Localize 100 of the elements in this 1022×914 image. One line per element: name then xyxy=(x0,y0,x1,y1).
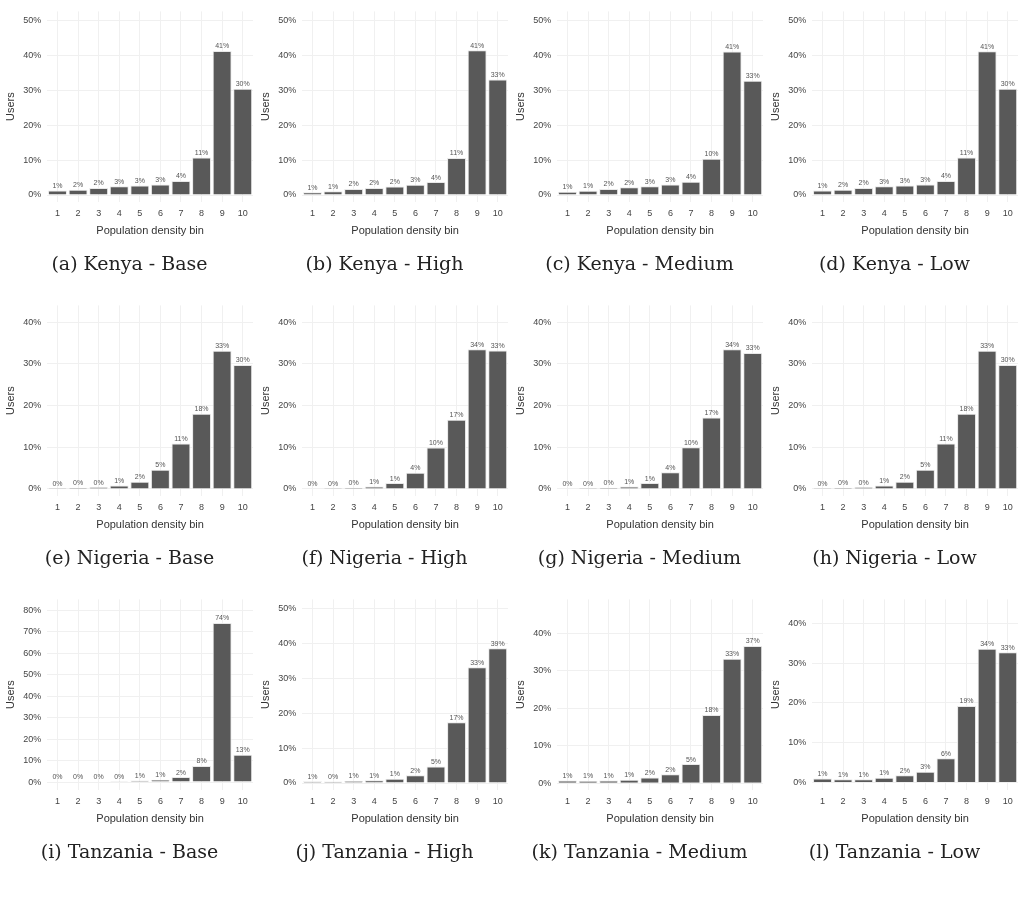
y-axis-title: Users xyxy=(258,385,271,416)
x-tick-label: 9 xyxy=(219,795,225,806)
text: (g) Nigeria - Medium xyxy=(536,546,743,570)
x-tick-label: 6 xyxy=(412,207,418,218)
y-tick-label: 20% xyxy=(533,119,552,130)
y-tick-label: 20% xyxy=(788,697,807,708)
text: (h) Nigeria - Low xyxy=(811,546,978,570)
x-tick-label: 3 xyxy=(606,207,612,218)
y-tick-label: 50% xyxy=(23,14,42,25)
y-tick-label: 30% xyxy=(788,84,807,95)
x-tick-label: 2 xyxy=(330,501,336,512)
x-tick-label: 9 xyxy=(474,207,480,218)
x-tick-label: 4 xyxy=(371,795,377,806)
x-tick-label: 8 xyxy=(709,207,715,218)
text: (f) Nigeria - High xyxy=(300,546,469,570)
x-tick-label: 8 xyxy=(709,501,715,512)
x-tick-label: 1 xyxy=(309,501,316,512)
x-tick-label: 2 xyxy=(585,795,591,806)
y-tick-label: 40% xyxy=(278,637,297,648)
x-tick-label: 9 xyxy=(984,207,990,218)
y-tick-label: 20% xyxy=(23,399,42,410)
y-tick-label: 10% xyxy=(788,441,807,452)
x-tick-label: 5 xyxy=(392,207,398,218)
y-tick-label: 30% xyxy=(23,712,42,723)
x-tick-label: 10 xyxy=(492,207,503,218)
x-tick-label: 7 xyxy=(433,795,439,806)
x-tick-label: 4 xyxy=(626,501,632,512)
x-tick-label: 2 xyxy=(585,207,591,218)
x-tick-label: 3 xyxy=(606,501,612,512)
x-tick-label: 3 xyxy=(96,795,102,806)
y-tick-label: 10% xyxy=(23,755,42,766)
y-tick-label: 40% xyxy=(23,49,42,60)
x-tick-label: 5 xyxy=(137,501,143,512)
y-tick-label: 10% xyxy=(533,740,552,751)
x-tick-label: 2 xyxy=(330,795,336,806)
x-tick-label: 8 xyxy=(454,501,460,512)
y-tick-label: 20% xyxy=(533,399,552,410)
x-tick-label: 5 xyxy=(647,207,653,218)
y-tick-label: 30% xyxy=(533,84,552,95)
x-tick-label: 10 xyxy=(747,795,758,806)
x-tick-label: 8 xyxy=(964,207,970,218)
x-tick-label: 7 xyxy=(178,795,184,806)
y-tick-label: 0% xyxy=(28,189,42,200)
x-tick-label: 4 xyxy=(626,207,632,218)
y-tick-label: 30% xyxy=(788,358,807,369)
y-tick-label: 0% xyxy=(793,189,807,200)
y-tick-label: 50% xyxy=(278,602,297,613)
x-tick-label: 4 xyxy=(881,795,887,806)
x-tick-label: 7 xyxy=(433,207,439,218)
y-tick-label: 20% xyxy=(278,119,297,130)
x-tick-label: 9 xyxy=(729,795,735,806)
x-tick-label: 1 xyxy=(564,795,571,806)
x-axis-title: Population density bin xyxy=(351,518,459,531)
y-tick-label: 10% xyxy=(533,154,552,165)
x-tick-label: 10 xyxy=(1002,501,1013,512)
x-axis-title: Population density bin xyxy=(351,224,459,237)
x-tick-label: 7 xyxy=(178,501,184,512)
y-tick-label: 20% xyxy=(788,399,807,410)
x-tick-label: 4 xyxy=(371,207,377,218)
x-tick-label: 2 xyxy=(75,207,81,218)
y-tick-label: 0% xyxy=(538,483,552,494)
text: (d) Kenya - Low xyxy=(817,252,972,276)
x-tick-label: 4 xyxy=(881,501,887,512)
y-tick-label: 30% xyxy=(23,358,42,369)
x-tick-label: 6 xyxy=(922,795,928,806)
x-tick-label: 3 xyxy=(351,207,357,218)
y-tick-label: 10% xyxy=(278,441,297,452)
y-tick-label: 40% xyxy=(278,316,297,327)
x-axis-title: Population density bin xyxy=(606,224,714,237)
y-tick-label: 80% xyxy=(23,604,42,615)
x-tick-label: 6 xyxy=(667,501,673,512)
y-tick-label: 10% xyxy=(788,154,807,165)
x-tick-label: 9 xyxy=(984,795,990,806)
x-tick-label: 10 xyxy=(1002,207,1013,218)
y-tick-label: 50% xyxy=(278,14,297,25)
x-tick-label: 9 xyxy=(219,501,225,512)
y-tick-label: 40% xyxy=(533,49,552,60)
y-tick-label: 10% xyxy=(788,737,807,748)
y-tick-label: 30% xyxy=(23,84,42,95)
x-tick-label: 10 xyxy=(237,501,248,512)
x-tick-label: 2 xyxy=(840,207,846,218)
x-tick-label: 8 xyxy=(709,795,715,806)
y-tick-label: 0% xyxy=(283,189,297,200)
y-tick-label: 10% xyxy=(23,441,42,452)
text: (j) Tanzania - High xyxy=(294,840,475,864)
x-tick-label: 10 xyxy=(237,795,248,806)
x-axis-title: Population density bin xyxy=(96,224,204,237)
x-tick-label: 6 xyxy=(922,207,928,218)
y-axis-title: Users xyxy=(768,91,781,122)
y-tick-label: 50% xyxy=(23,669,42,680)
y-tick-label: 40% xyxy=(533,627,552,638)
x-tick-label: 10 xyxy=(747,501,758,512)
x-tick-label: 3 xyxy=(861,795,867,806)
y-axis-title: Users xyxy=(258,91,271,122)
y-tick-label: 20% xyxy=(278,707,297,718)
y-tick-label: 20% xyxy=(23,119,42,130)
text: (i) Tanzania - Base xyxy=(39,840,220,864)
x-tick-label: 2 xyxy=(75,501,81,512)
y-tick-label: 30% xyxy=(533,665,552,676)
x-tick-label: 7 xyxy=(688,795,694,806)
